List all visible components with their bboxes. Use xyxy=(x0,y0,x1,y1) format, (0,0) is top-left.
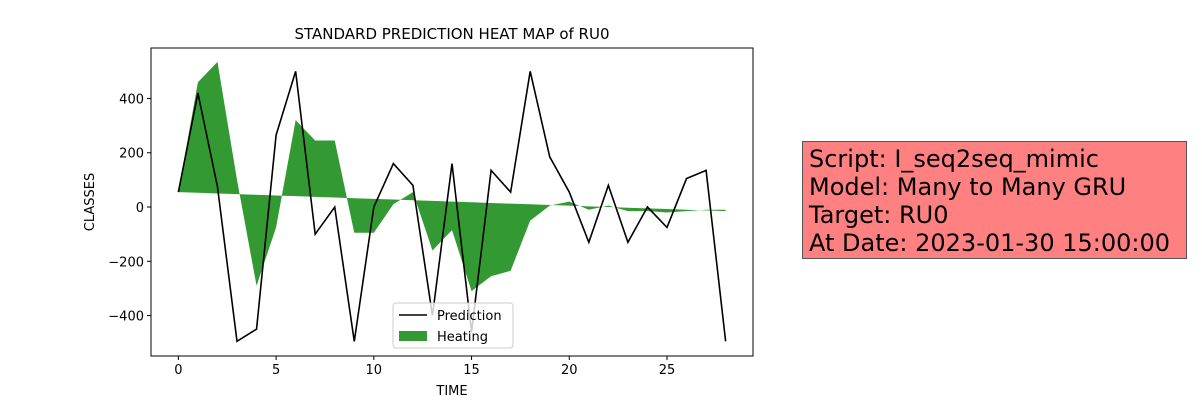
y-tick-label: 400 xyxy=(119,92,144,107)
x-tick-label: 10 xyxy=(366,363,383,378)
x-tick-label: 25 xyxy=(659,363,676,378)
legend-swatch xyxy=(399,331,427,341)
x-axis-label: TIME xyxy=(435,384,467,399)
heating-area xyxy=(178,61,726,292)
info-line: At Date: 2023-01-30 15:00:00 xyxy=(809,229,1171,257)
y-tick-label: 200 xyxy=(119,147,144,162)
y-tick-label: −200 xyxy=(108,255,144,270)
y-axis-label: CLASSES xyxy=(83,173,98,231)
info-line: Script: I_seq2seq_mimic xyxy=(809,145,1099,173)
legend-label: Prediction xyxy=(437,309,502,324)
info-line: Model: Many to Many GRU xyxy=(809,173,1127,201)
plot-frame xyxy=(150,47,754,357)
info-line: Target: RU0 xyxy=(809,201,949,229)
prediction-line xyxy=(177,71,727,343)
y-tick-label: 0 xyxy=(136,201,144,216)
x-tick-label: 5 xyxy=(272,363,280,378)
x-tick-label: 15 xyxy=(463,363,480,378)
y-tick-label: −400 xyxy=(108,310,144,325)
x-tick-label: 0 xyxy=(174,363,182,378)
legend-label: Heating xyxy=(437,330,488,345)
info-box: Script: I_seq2seq_mimic Model: Many to Ma… xyxy=(802,141,1187,259)
chart-title: STANDARD PREDICTION HEAT MAP of RU0 xyxy=(294,25,609,43)
x-tick-label: 20 xyxy=(561,363,578,378)
